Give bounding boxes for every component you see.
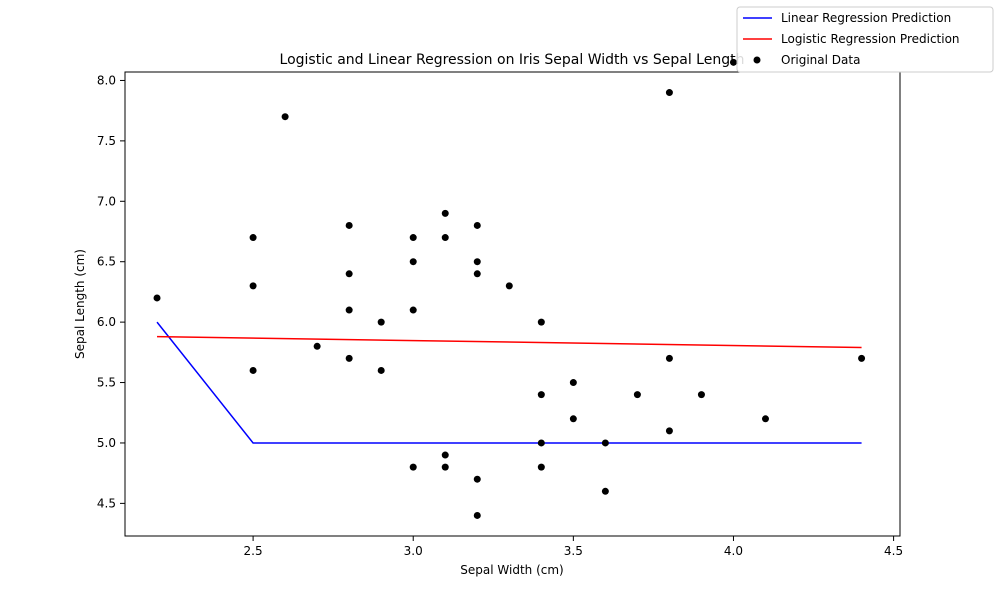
- data-point: [473, 221, 481, 229]
- data-point: [601, 439, 609, 447]
- data-point: [409, 258, 417, 266]
- legend: Linear Regression Prediction Logistic Reg…: [736, 6, 994, 73]
- data-point: [729, 58, 737, 66]
- legend-swatch: [753, 56, 761, 64]
- x-tick-label: 4.5: [884, 544, 903, 558]
- data-point: [633, 391, 641, 399]
- data-point: [537, 463, 545, 471]
- y-tick-label: 7.0: [97, 194, 116, 208]
- y-tick-label: 6.0: [97, 315, 116, 329]
- data-point: [441, 451, 449, 459]
- plot-area: [153, 58, 866, 519]
- data-point: [345, 354, 353, 362]
- legend-label: Linear Regression Prediction: [781, 11, 951, 25]
- y-axis: 4.5 5.0 5.5 6.0 6.5 7.0 7.5 8.0: [97, 73, 125, 510]
- data-point: [345, 270, 353, 278]
- legend-label: Logistic Regression Prediction: [781, 32, 960, 46]
- x-tick-label: 3.0: [404, 544, 423, 558]
- y-tick-label: 8.0: [97, 73, 116, 87]
- data-point: [473, 258, 481, 266]
- x-tick-label: 3.5: [564, 544, 583, 558]
- data-point: [249, 282, 257, 290]
- legend-box: [736, 6, 994, 73]
- data-point: [537, 439, 545, 447]
- data-point: [665, 89, 673, 97]
- x-axis-label: Sepal Width (cm): [460, 563, 563, 577]
- data-point: [441, 234, 449, 242]
- data-point: [858, 354, 866, 362]
- data-point: [153, 294, 161, 302]
- data-point: [665, 354, 673, 362]
- data-point: [505, 282, 513, 290]
- data-point: [409, 306, 417, 314]
- data-point: [697, 391, 705, 399]
- series-line-linear-regression: [156, 321, 862, 444]
- data-point: [409, 234, 417, 242]
- data-point: [281, 113, 289, 121]
- series-line-logistic-regression: [157, 335, 862, 349]
- y-tick-label: 5.0: [97, 436, 116, 450]
- x-tick-label: 4.0: [724, 544, 743, 558]
- y-tick-label: 4.5: [97, 496, 116, 510]
- data-point: [537, 318, 545, 326]
- data-point: [665, 427, 673, 435]
- data-point: [409, 463, 417, 471]
- data-point: [377, 318, 385, 326]
- plot-frame: [124, 71, 901, 537]
- data-point: [473, 511, 481, 519]
- x-tick-label: 2.5: [244, 544, 263, 558]
- data-point: [441, 463, 449, 471]
- data-point: [377, 366, 385, 374]
- chart-title: Logistic and Linear Regression on Iris S…: [280, 52, 745, 68]
- data-point: [249, 234, 257, 242]
- data-point: [345, 306, 353, 314]
- data-point: [569, 415, 577, 423]
- data-point: [761, 415, 769, 423]
- y-tick-label: 6.5: [97, 255, 116, 269]
- y-tick-label: 5.5: [97, 376, 116, 390]
- data-point: [441, 209, 449, 217]
- data-point: [537, 391, 545, 399]
- legend-label: Original Data: [781, 53, 860, 67]
- data-point: [313, 342, 321, 350]
- data-point: [569, 379, 577, 387]
- x-axis: 2.5 3.0 3.5 4.0 4.5: [244, 536, 903, 558]
- data-point: [601, 487, 609, 495]
- data-point: [345, 221, 353, 229]
- y-tick-label: 7.5: [97, 134, 116, 148]
- data-point: [473, 270, 481, 278]
- data-point: [249, 366, 257, 374]
- data-point: [473, 475, 481, 483]
- y-axis-label: Sepal Length (cm): [73, 249, 87, 359]
